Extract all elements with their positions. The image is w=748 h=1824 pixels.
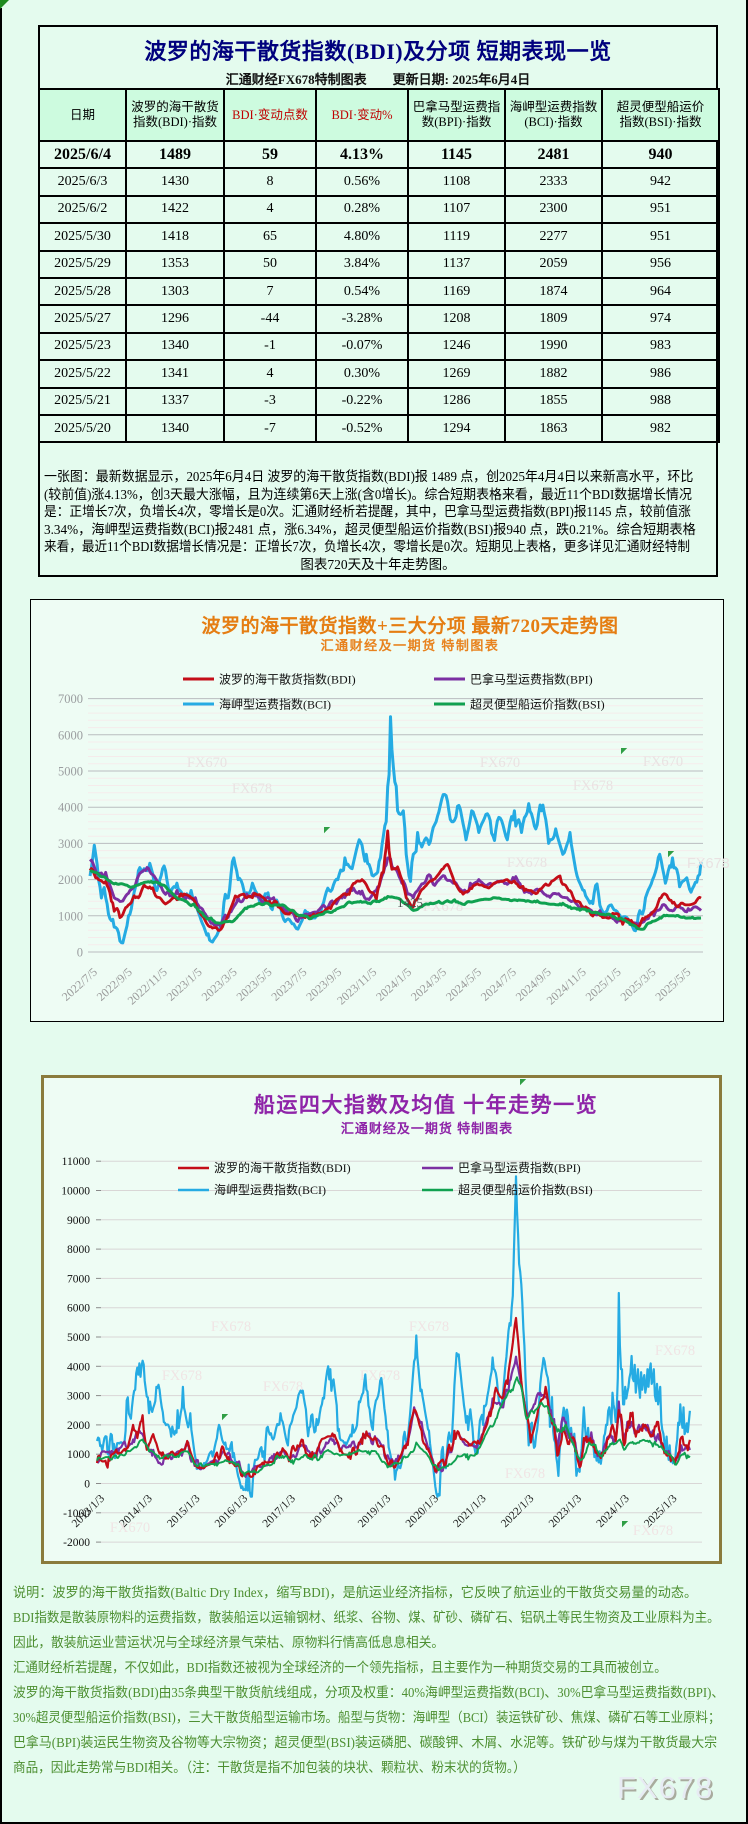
svg-text:1000: 1000 — [67, 1449, 90, 1461]
svg-text:7000: 7000 — [58, 692, 83, 706]
svg-text:2023/11/5: 2023/11/5 — [334, 965, 379, 1008]
svg-text:FX678: FX678 — [263, 1379, 303, 1395]
svg-text:2024/7/5: 2024/7/5 — [478, 965, 519, 1004]
svg-text:2023/5/5: 2023/5/5 — [234, 965, 275, 1004]
svg-text:波罗的海干散货指数+三大分项 最新720天走势图: 波罗的海干散货指数+三大分项 最新720天走势图 — [201, 614, 618, 637]
svg-text:FX678: FX678 — [211, 1319, 251, 1335]
svg-text:波罗的海干散货指数(BDI): 波罗的海干散货指数(BDI) — [219, 672, 356, 687]
svg-text:2022/1/3: 2022/1/3 — [499, 1492, 537, 1530]
svg-text:7000: 7000 — [67, 1273, 90, 1285]
svg-text:3000: 3000 — [67, 1391, 90, 1403]
svg-text:2024/1/3: 2024/1/3 — [594, 1492, 632, 1530]
svg-text:1425: 1425 — [397, 895, 423, 910]
svg-text:汇通财经及一期货 特制图表: 汇通财经及一期货 特制图表 — [321, 638, 500, 653]
svg-text:2018/1/3: 2018/1/3 — [308, 1492, 346, 1530]
svg-text:8000: 8000 — [67, 1244, 90, 1256]
svg-text:FX678: FX678 — [505, 1466, 545, 1482]
svg-text:2023/1/3: 2023/1/3 — [547, 1492, 585, 1530]
svg-text:1000: 1000 — [58, 909, 83, 923]
svg-text:2025/5/5: 2025/5/5 — [652, 965, 693, 1004]
svg-text:4000: 4000 — [58, 801, 83, 815]
svg-text:2023/7/5: 2023/7/5 — [268, 965, 309, 1004]
svg-text:2024/11/5: 2024/11/5 — [544, 965, 589, 1008]
svg-text:巴拿马型运费指数(BPI): 巴拿马型运费指数(BPI) — [458, 1160, 581, 1175]
svg-text:FX670: FX670 — [480, 755, 520, 771]
svg-text:-1000: -1000 — [63, 1508, 90, 1520]
svg-text:2021/1/3: 2021/1/3 — [451, 1492, 489, 1530]
svg-text:FX678: FX678 — [655, 1343, 695, 1359]
svg-text:FX678: FX678 — [507, 855, 547, 871]
svg-text:2015/1/3: 2015/1/3 — [165, 1492, 203, 1530]
svg-text:超灵便型船运价指数(BSI): 超灵便型船运价指数(BSI) — [458, 1182, 593, 1197]
svg-text:巴拿马型运费指数(BPI): 巴拿马型运费指数(BPI) — [470, 672, 593, 687]
svg-text:2025/1/5: 2025/1/5 — [583, 965, 624, 1004]
svg-text:FX670: FX670 — [110, 1520, 150, 1536]
svg-text:FX678: FX678 — [573, 778, 613, 794]
svg-text:FX678: FX678 — [360, 1368, 400, 1384]
svg-text:3000: 3000 — [58, 837, 83, 851]
svg-text:超灵便型船运价指数(BSI): 超灵便型船运价指数(BSI) — [470, 697, 605, 712]
svg-text:0: 0 — [84, 1479, 90, 1491]
svg-text:2024/1/5: 2024/1/5 — [373, 965, 414, 1004]
svg-text:FX670: FX670 — [643, 754, 683, 770]
svg-text:2022/7/5: 2022/7/5 — [59, 965, 100, 1004]
svg-text:船运四大指数及均值 十年走势一览: 船运四大指数及均值 十年走势一览 — [254, 1093, 598, 1117]
svg-text:2023/1/5: 2023/1/5 — [164, 965, 205, 1004]
svg-text:2019/1/3: 2019/1/3 — [356, 1492, 394, 1530]
svg-text:2022/11/5: 2022/11/5 — [125, 965, 170, 1008]
svg-text:2024/5/5: 2024/5/5 — [443, 965, 484, 1004]
svg-text:6000: 6000 — [58, 728, 83, 742]
svg-text:5000: 5000 — [67, 1332, 90, 1344]
svg-text:0: 0 — [77, 946, 83, 960]
svg-text:海岬型运费指数(BCI): 海岬型运费指数(BCI) — [219, 697, 331, 712]
svg-text:-2000: -2000 — [63, 1537, 90, 1549]
svg-text:10000: 10000 — [61, 1186, 90, 1198]
svg-text:2000: 2000 — [58, 873, 83, 887]
svg-text:2023/3/5: 2023/3/5 — [199, 965, 240, 1004]
svg-text:2016/1/3: 2016/1/3 — [213, 1492, 251, 1530]
svg-text:波罗的海干散货指数(BDI): 波罗的海干散货指数(BDI) — [214, 1160, 351, 1175]
svg-text:2000: 2000 — [67, 1420, 90, 1432]
svg-text:FX670: FX670 — [187, 755, 227, 771]
svg-text:4000: 4000 — [67, 1361, 90, 1373]
svg-text:2020/1/3: 2020/1/3 — [404, 1492, 442, 1530]
svg-text:2017/1/3: 2017/1/3 — [261, 1492, 299, 1530]
svg-text:FX678: FX678 — [232, 781, 272, 797]
svg-text:海岬型运费指数(BCI): 海岬型运费指数(BCI) — [214, 1182, 326, 1197]
svg-text:FX678: FX678 — [162, 1368, 202, 1384]
svg-text:FX678: FX678 — [633, 1523, 673, 1539]
svg-text:FX678: FX678 — [409, 1319, 449, 1335]
svg-text:5000: 5000 — [58, 765, 83, 779]
svg-text:11000: 11000 — [62, 1156, 91, 1168]
svg-text:2025/3/5: 2025/3/5 — [618, 965, 659, 1004]
svg-text:汇通财经及一期货 特制图表: 汇通财经及一期货 特制图表 — [341, 1121, 513, 1136]
svg-text:2024/3/5: 2024/3/5 — [408, 965, 449, 1004]
svg-text:6000: 6000 — [67, 1303, 90, 1315]
svg-text:9000: 9000 — [67, 1215, 90, 1227]
